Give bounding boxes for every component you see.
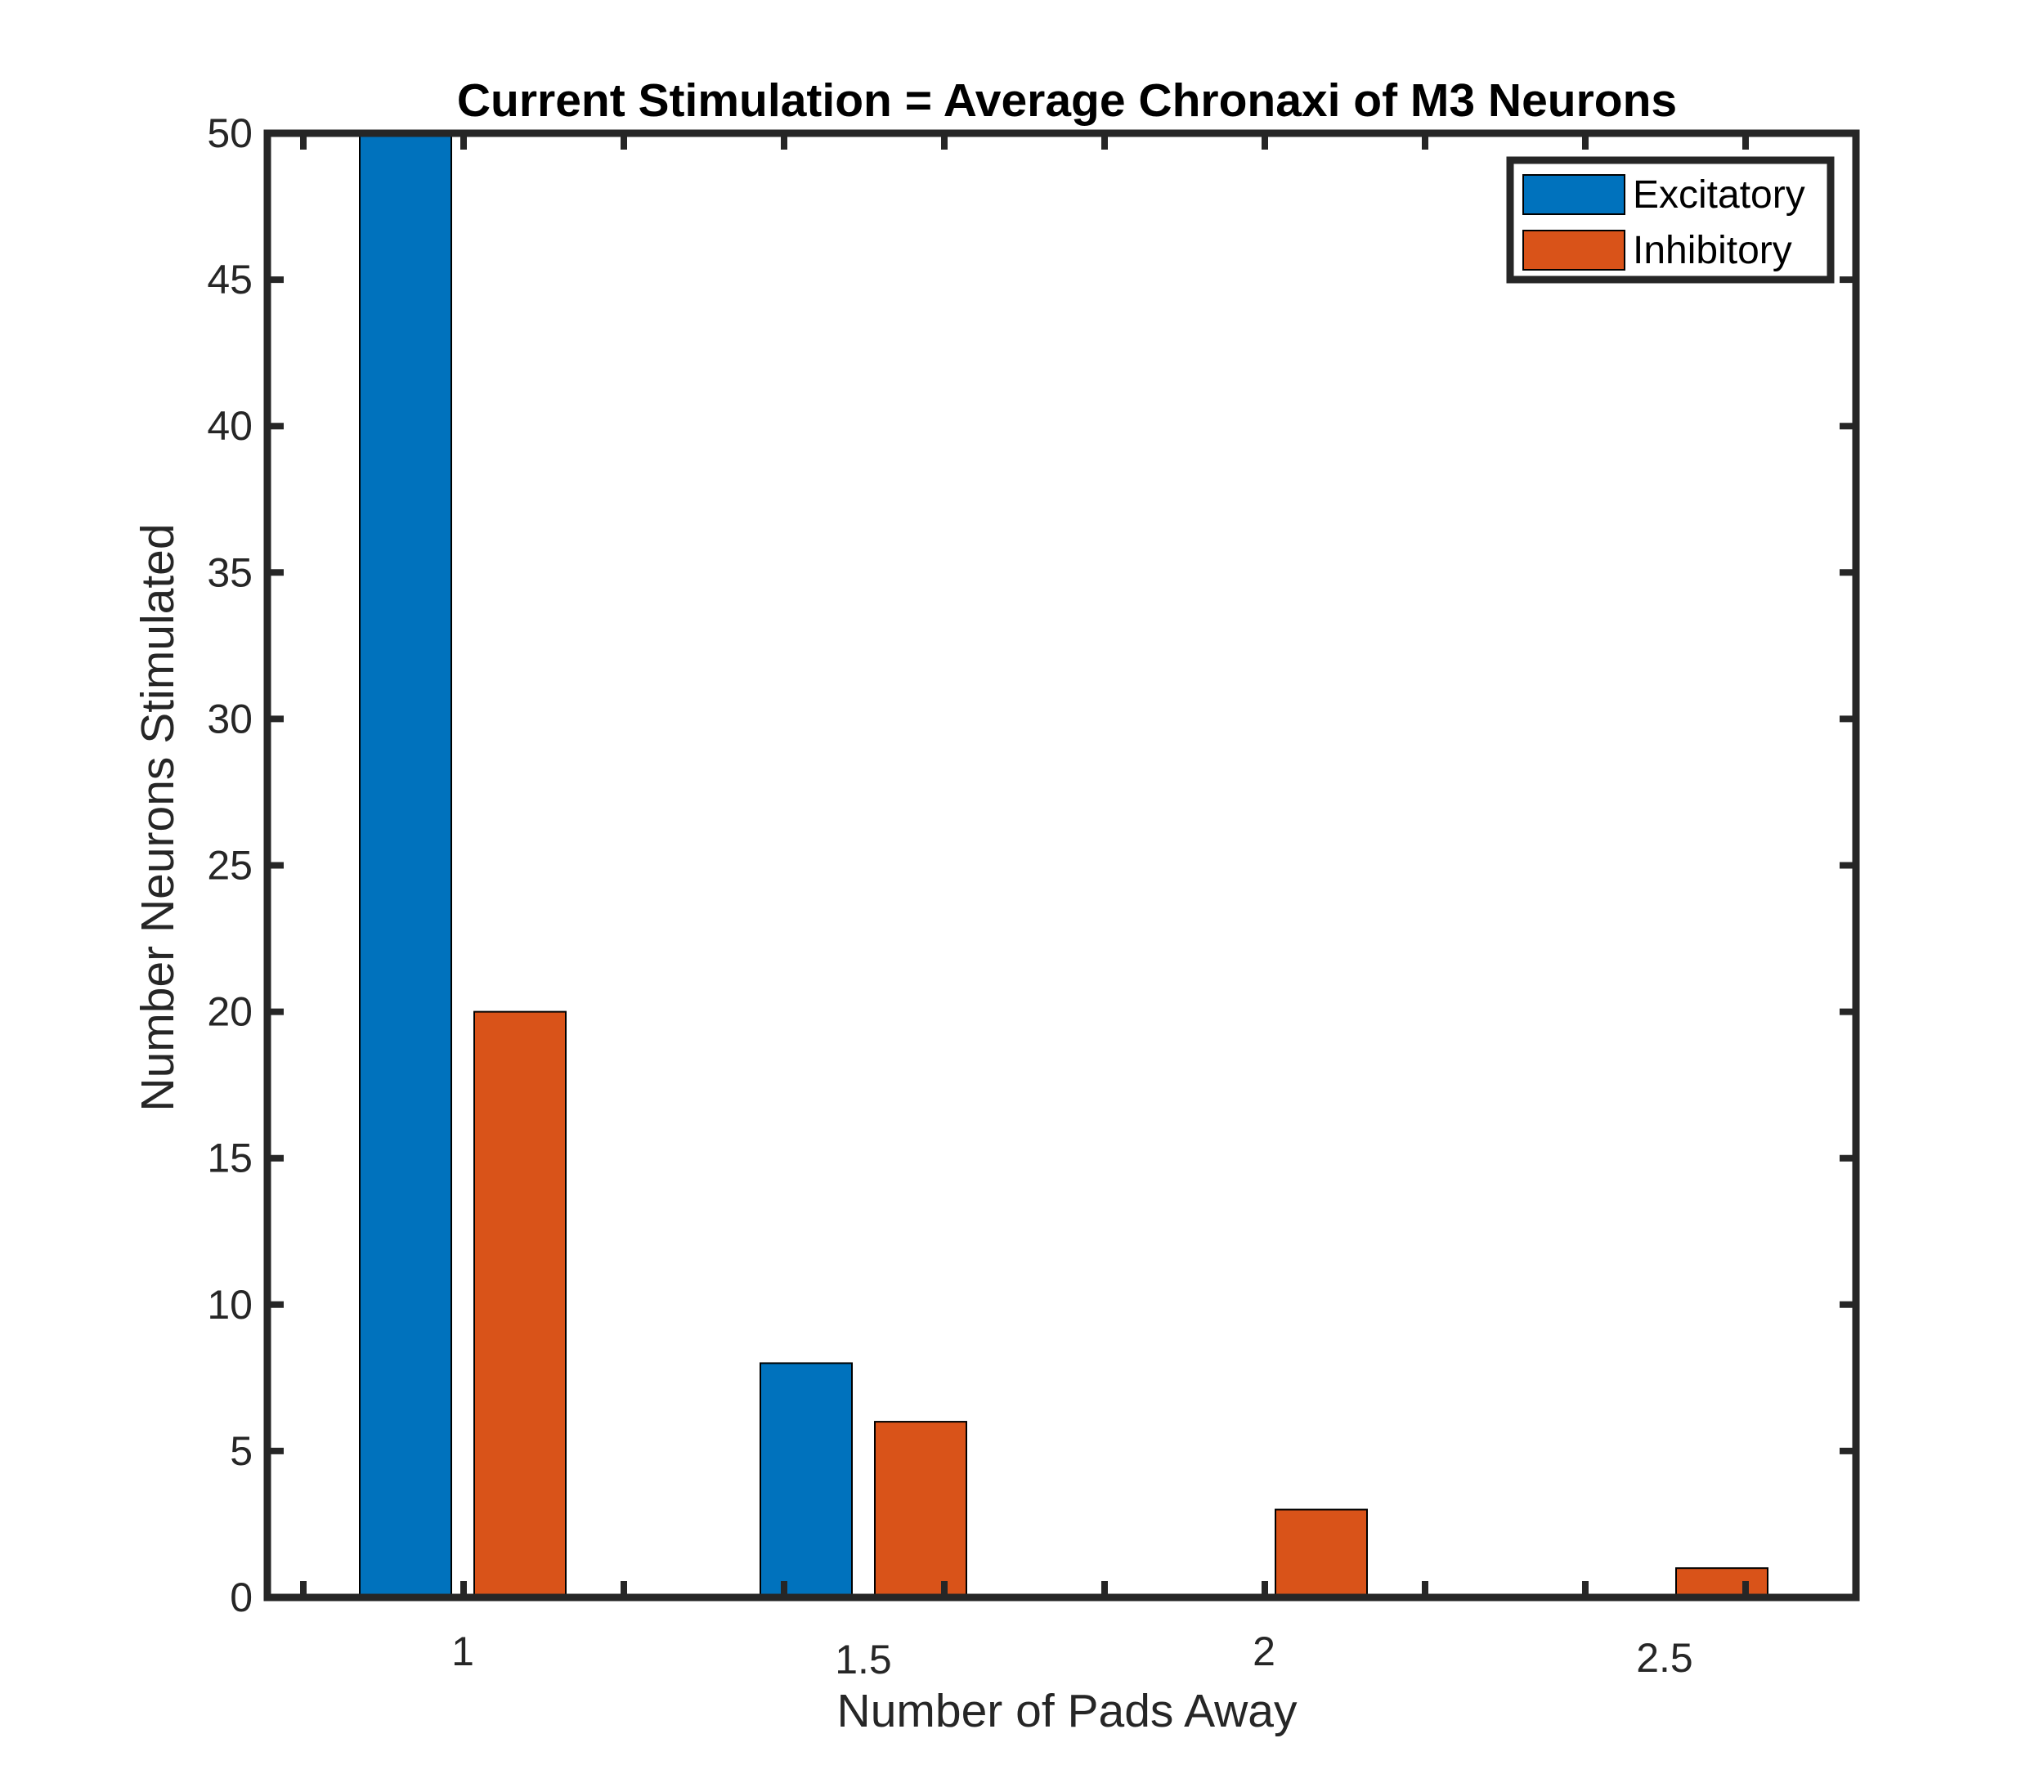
legend-label-inhibitory: Inhibitory [1633,229,1792,272]
legend-swatch-excitatory [1522,174,1625,215]
x-tick-label: 1 [451,1628,474,1674]
y-axis-label: Number Neurons Stimulated [132,523,184,1111]
y-tick-label: 20 [207,989,253,1035]
bar-excitatory-1 [359,132,452,1598]
y-tick-label: 40 [207,403,253,449]
axes-box [263,129,1860,1602]
bar-inhibitory-2.5 [1675,1567,1768,1599]
y-tick-label: 15 [207,1136,253,1181]
chart-title: Current Stimulation = Average Chronaxi o… [457,74,1677,127]
bar-inhibitory-1 [473,1010,567,1598]
y-tick-label: 50 [207,110,253,156]
legend-label-excitatory: Excitatory [1633,173,1805,217]
legend-swatch-inhibitory [1522,230,1625,271]
y-tick-label: 10 [207,1282,253,1328]
y-tick-label: 25 [207,843,253,889]
bar-inhibitory-1.5 [874,1421,967,1598]
bar-excitatory-1.5 [760,1362,853,1598]
x-tick-label: 2.5 [1636,1635,1693,1681]
x-tick-label: 2 [1253,1628,1275,1674]
y-tick-label: 0 [230,1575,253,1620]
y-tick-label: 5 [230,1428,253,1474]
y-tick-label: 35 [207,549,253,595]
x-axis-label: Number of Pads Away [837,1685,1298,1737]
plot-area: 0 5 10 15 20 25 30 35 40 45 50 1 1.5 2 2.5 Excitatory In… [207,110,1860,1682]
y-tick-label: 30 [207,696,253,741]
y-tick-label: 45 [207,257,253,302]
x-tick-label: 1.5 [835,1637,892,1682]
bar-inhibitory-2 [1275,1508,1368,1599]
